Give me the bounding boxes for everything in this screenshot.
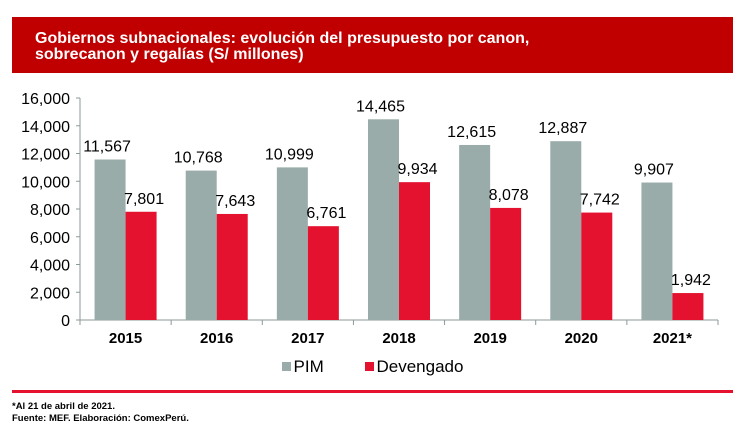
chart-title-line-2: sobrecanon y regalías (S/ millones) xyxy=(35,46,304,63)
legend-swatch-pim xyxy=(281,362,291,371)
data-label-devengado: 9,934 xyxy=(397,161,437,178)
title-banner: Gobiernos subnacionales: evolución del p… xyxy=(12,17,733,73)
bar-pim xyxy=(368,119,399,320)
data-label-devengado: 6,761 xyxy=(306,205,346,222)
bars xyxy=(94,119,704,320)
chart-title-line-1: Gobiernos subnacionales: evolución del p… xyxy=(35,30,530,47)
bar-devengado xyxy=(581,212,613,320)
legend-item-devengado: Devengado xyxy=(364,356,464,377)
footer-divider xyxy=(12,390,733,393)
footnote-source: Fuente: MEF. Elaboración: ComexPerú. xyxy=(12,413,189,424)
y-tick-label: 10,000 xyxy=(21,174,70,191)
legend-label-pim: PIM xyxy=(293,356,324,376)
y-tick-label: 2,000 xyxy=(30,285,70,302)
y-tick-label: 16,000 xyxy=(21,91,70,108)
x-tick-label: 2019 xyxy=(473,330,506,347)
x-tick-label: 2016 xyxy=(200,330,233,347)
data-label-pim: 12,615 xyxy=(447,124,496,141)
y-axis: 0 2,000 4,000 6,000 8,000 10,000 12,000 14,000 1… xyxy=(21,91,81,330)
bar-devengado xyxy=(490,207,522,320)
footnote-note: *Al 21 de abril de 2021. xyxy=(12,401,115,412)
y-tick-label: 8,000 xyxy=(30,202,70,219)
y-tick-label: 12,000 xyxy=(21,147,70,164)
data-label-pim: 10,768 xyxy=(174,150,223,167)
y-tick-label: 4,000 xyxy=(30,258,70,275)
data-label-devengado: 7,742 xyxy=(580,192,620,209)
bar-devengado xyxy=(399,182,430,320)
bar-pim xyxy=(459,144,491,320)
data-label-pim: 10,999 xyxy=(265,146,314,163)
bar-pim xyxy=(185,170,217,320)
data-label-pim: 9,907 xyxy=(634,162,674,179)
y-tick-label: 0 xyxy=(61,313,70,330)
data-label-pim: 11,567 xyxy=(83,139,131,156)
x-tick-label: 2021* xyxy=(653,330,692,347)
data-label-pim: 12,887 xyxy=(538,120,587,137)
x-axis: 2015 2016 2017 2018 2019 2020 2021* xyxy=(79,319,719,347)
legend-item-pim: PIM xyxy=(281,356,324,377)
x-tick-label: 2020 xyxy=(565,330,598,347)
bar-devengado xyxy=(216,213,248,320)
x-tick-label: 2015 xyxy=(109,330,142,347)
bar-devengado xyxy=(125,211,157,320)
legend-swatch-devengado xyxy=(364,362,374,371)
data-label-devengado: 8,078 xyxy=(489,187,529,204)
data-label-devengado: 7,801 xyxy=(124,191,164,208)
y-tick-label: 6,000 xyxy=(30,230,70,247)
bar-devengado xyxy=(307,226,339,320)
bar-pim xyxy=(94,159,126,320)
bar-pim xyxy=(550,141,582,320)
bar-devengado xyxy=(672,293,704,320)
data-label-pim: 14,465 xyxy=(356,98,405,115)
bar-pim xyxy=(641,182,673,320)
bar-chart: 0 2,000 4,000 6,000 8,000 10,000 12,000 14,000 1… xyxy=(21,91,719,347)
x-tick-label: 2017 xyxy=(291,330,324,347)
legend-label-devengado: Devengado xyxy=(376,356,464,376)
x-tick-label: 2018 xyxy=(382,330,415,347)
data-label-devengado: 1,942 xyxy=(671,272,711,289)
chart-title: Gobiernos subnacionales: evolución del p… xyxy=(35,31,635,63)
data-label-devengado: 7,643 xyxy=(215,193,255,210)
legend: PIM Devengado xyxy=(0,356,745,377)
bar-pim xyxy=(276,167,308,320)
data-labels: 11,567 10,768 10,999 14,465 12,615 12,887 9,90… xyxy=(83,98,711,289)
y-tick-label: 14,000 xyxy=(21,119,70,136)
